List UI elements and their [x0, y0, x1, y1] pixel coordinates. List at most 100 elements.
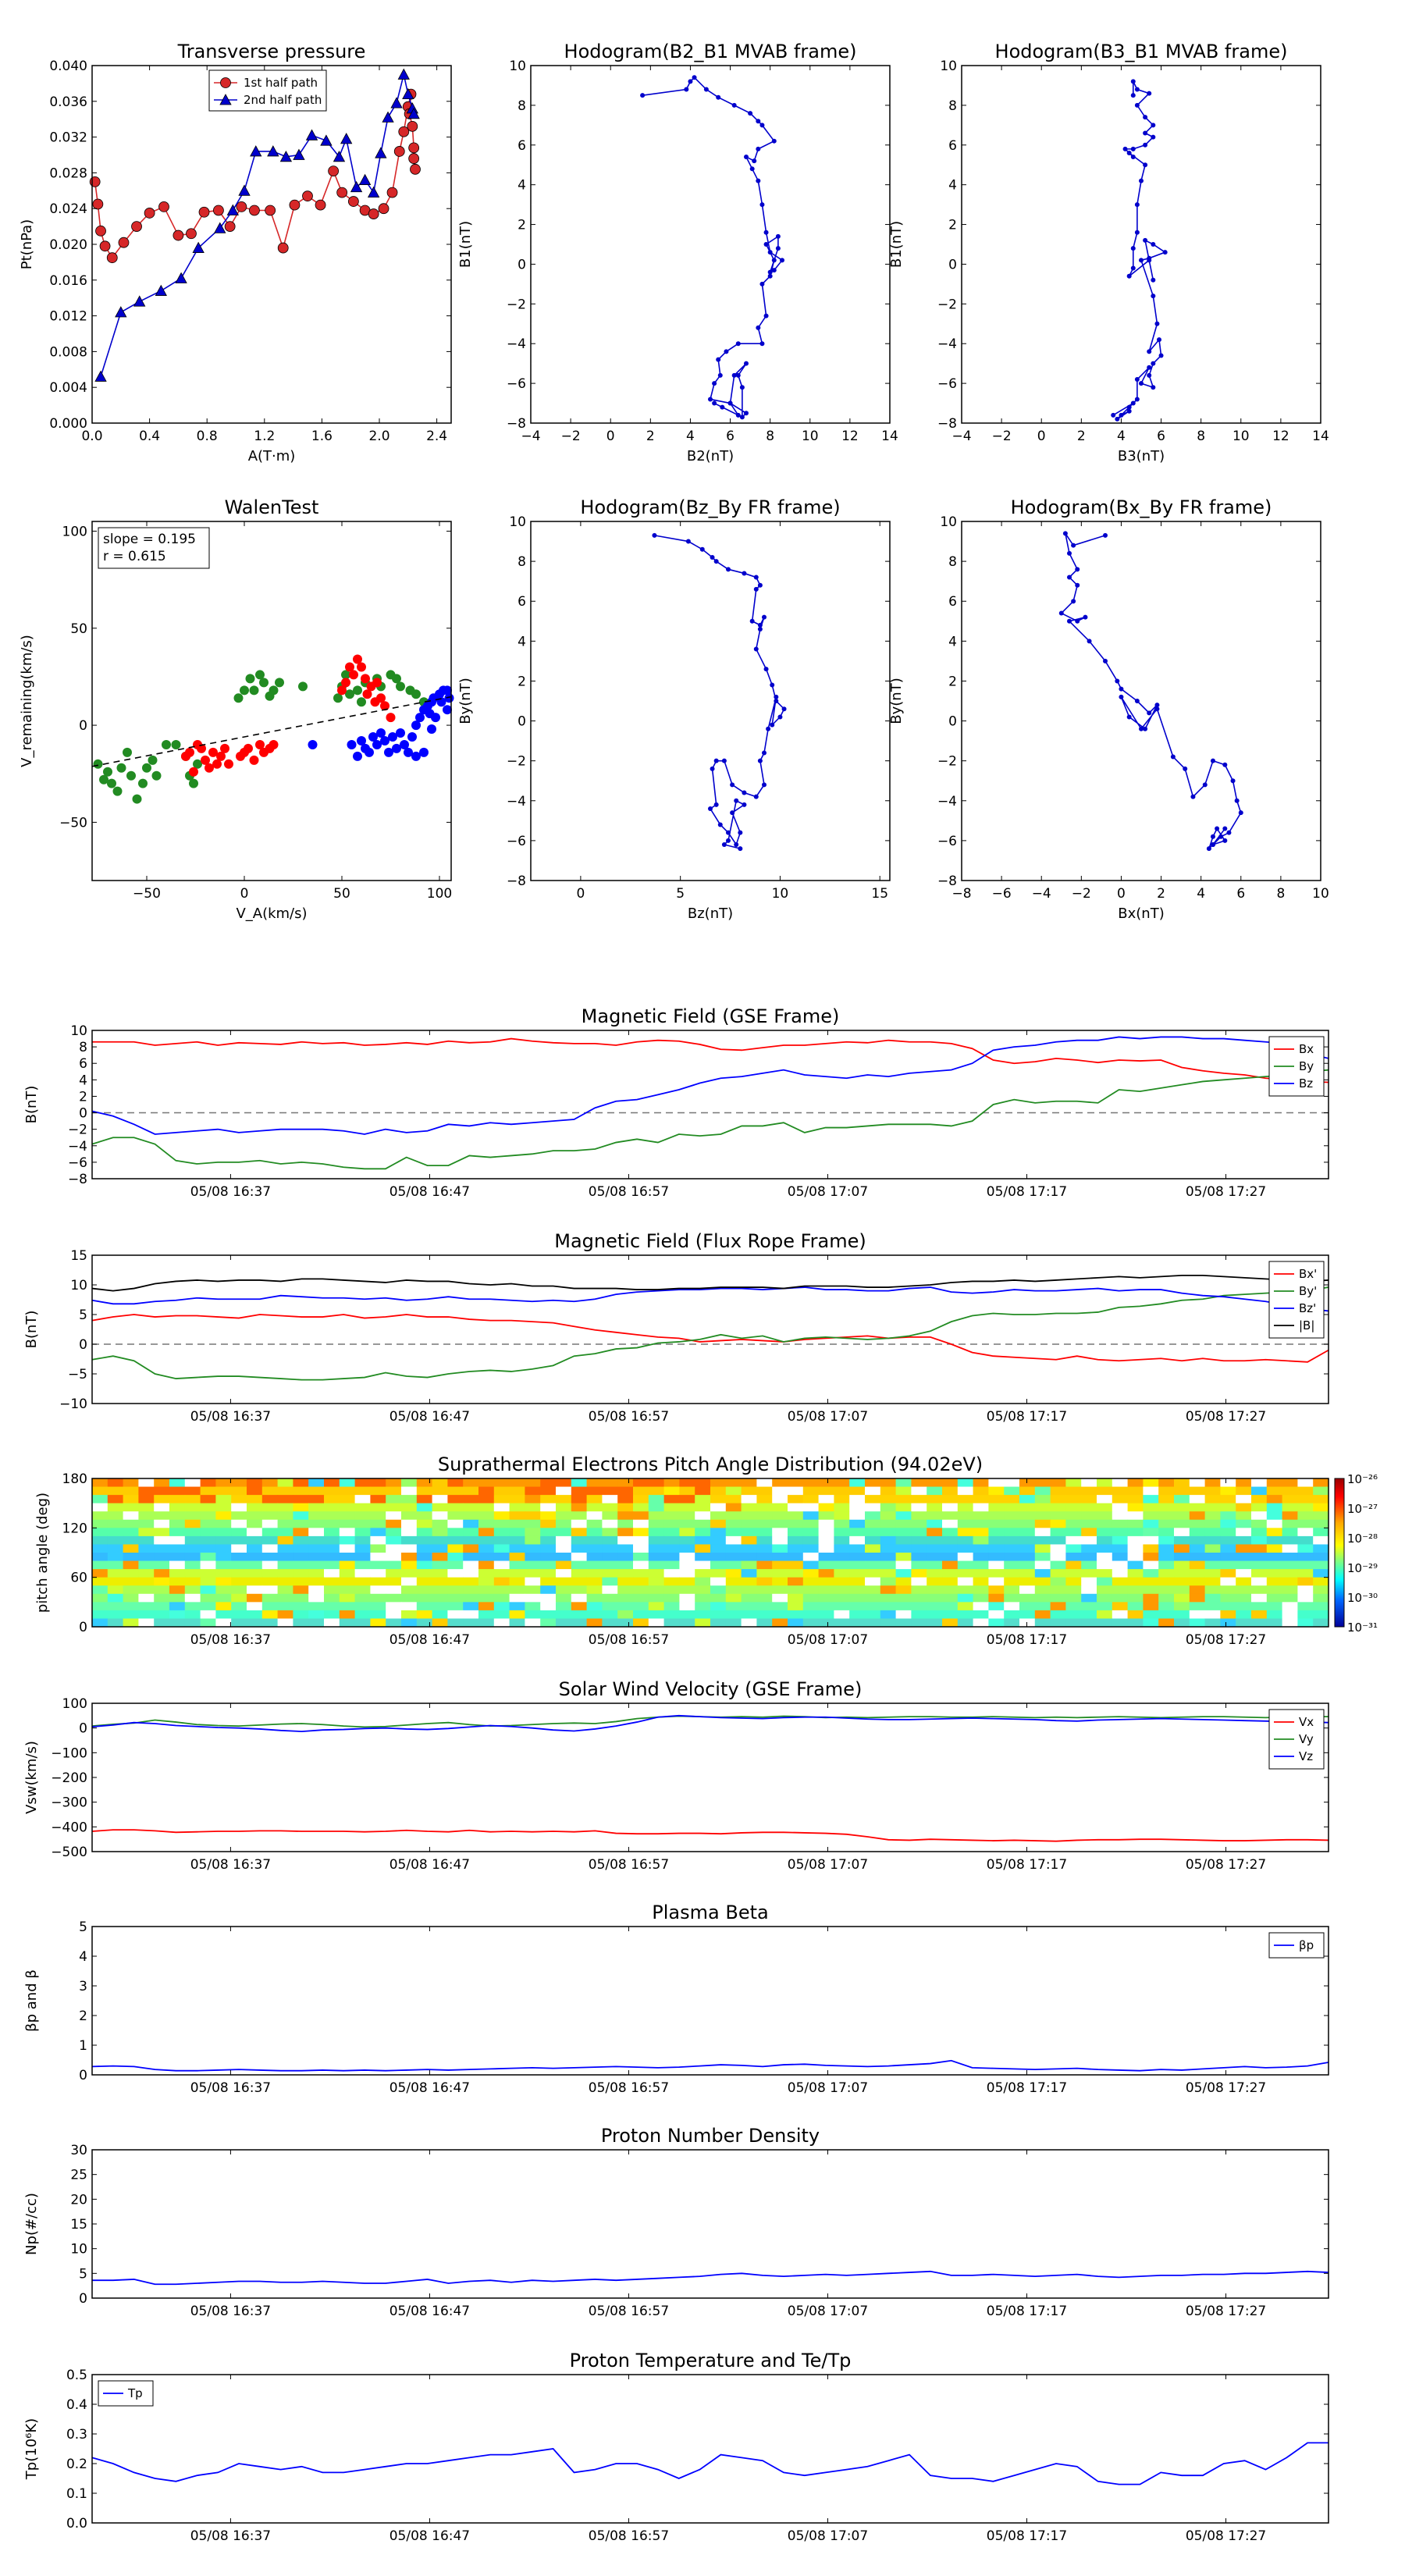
- heatmap-cell: [231, 1553, 247, 1562]
- axes-frame: [530, 65, 891, 424]
- heatmap-cell: [447, 1569, 464, 1578]
- heatmap-cell: [1050, 1519, 1066, 1528]
- y-tick-label: 15: [70, 2217, 87, 2233]
- y-tick-label: 10: [70, 2242, 87, 2258]
- heatmap-cell: [1189, 1486, 1206, 1496]
- y-tick-label: −4: [937, 794, 957, 809]
- heatmap-cell: [802, 1553, 820, 1562]
- data-point: [92, 198, 104, 210]
- data-point: [744, 155, 749, 160]
- heatmap-cell: [509, 1610, 525, 1619]
- heatmap-cell: [525, 1511, 541, 1521]
- series-2: [308, 685, 454, 761]
- data-point: [1071, 543, 1076, 548]
- heatmap-cell: [1143, 1528, 1159, 1537]
- heatmap-cell: [261, 1478, 279, 1488]
- heatmap-cell: [1065, 1478, 1082, 1488]
- chart-tp2: Proton Temperature and Te/Tp0.00.10.20.3…: [23, 2350, 1329, 2544]
- data-point: [1130, 246, 1136, 251]
- heatmap-cell: [1081, 1585, 1097, 1595]
- heatmap-cell: [1050, 1486, 1066, 1496]
- heatmap-cell: [942, 1495, 959, 1504]
- heatmap-cell: [1236, 1553, 1252, 1562]
- heatmap-cell: [478, 1503, 495, 1512]
- heatmap-cell: [1143, 1535, 1159, 1545]
- heatmap-cell: [1251, 1593, 1268, 1603]
- heatmap-cell: [834, 1602, 850, 1611]
- y-tick-label: 0: [79, 1106, 87, 1122]
- heatmap-cell: [447, 1535, 464, 1545]
- x-tick-label: 05/08 16:47: [389, 1409, 470, 1425]
- data-point: [236, 201, 247, 212]
- heatmap-cell: [1313, 1503, 1329, 1512]
- heatmap-cell: [447, 1486, 464, 1496]
- heatmap-cell: [911, 1577, 927, 1586]
- heatmap-cell: [107, 1593, 124, 1603]
- heatmap-cell: [1266, 1593, 1283, 1603]
- heatmap-cell: [788, 1478, 804, 1488]
- heatmap-cell: [169, 1618, 186, 1628]
- heatmap-cell: [617, 1519, 634, 1528]
- heatmap-cell: [277, 1544, 293, 1553]
- heatmap-cell: [1158, 1528, 1175, 1537]
- heatmap-cell: [308, 1593, 325, 1603]
- heatmap-cell: [1313, 1618, 1329, 1628]
- heatmap-cell: [756, 1535, 773, 1545]
- x-tick-label: 05/08 16:37: [190, 2080, 271, 2096]
- heatmap-cell: [1097, 1535, 1113, 1545]
- heatmap-cell: [1050, 1553, 1066, 1562]
- heatmap-cell: [509, 1535, 525, 1545]
- heatmap-cell: [540, 1610, 557, 1619]
- data-point: [692, 75, 697, 80]
- heatmap-cell: [339, 1495, 356, 1504]
- heatmap-cell: [123, 1618, 139, 1628]
- heatmap-cell: [1050, 1478, 1066, 1488]
- heatmap-cell: [1065, 1569, 1082, 1578]
- heatmap-cell: [695, 1511, 711, 1521]
- heatmap-cell: [416, 1602, 433, 1611]
- heatmap-cell: [617, 1535, 634, 1545]
- x-tick-label: 05/08 16:47: [389, 2528, 470, 2544]
- heatmap-cell: [277, 1528, 293, 1537]
- heatmap-cell: [1282, 1560, 1298, 1570]
- chart-title: Hodogram(B2_B1 MVAB frame): [564, 41, 857, 62]
- axes-frame: [91, 1703, 1329, 1852]
- data-point: [443, 685, 452, 696]
- heatmap-cell: [92, 1535, 108, 1545]
- heatmap-cell: [370, 1585, 386, 1595]
- y-tick-label: 2: [948, 674, 957, 689]
- heatmap-cell: [818, 1610, 834, 1619]
- y-tick-label: 2: [79, 2008, 87, 2024]
- heatmap-cell: [277, 1610, 293, 1619]
- heatmap-cell: [756, 1610, 773, 1619]
- heatmap-cell: [277, 1618, 293, 1628]
- heatmap-cell: [1236, 1602, 1252, 1611]
- heatmap-cell: [880, 1569, 897, 1578]
- heatmap-cell: [942, 1602, 959, 1611]
- heatmap-cell: [247, 1602, 263, 1611]
- heatmap-cell: [1112, 1511, 1129, 1521]
- heatmap-cell: [540, 1544, 557, 1553]
- data-point: [727, 400, 733, 406]
- heatmap-cell: [663, 1602, 680, 1611]
- heatmap-cell: [571, 1503, 588, 1512]
- heatmap-cell: [648, 1553, 665, 1562]
- data-point: [106, 252, 118, 264]
- heatmap-cell: [834, 1569, 850, 1578]
- heatmap-cell: [556, 1560, 572, 1570]
- data-point: [397, 68, 410, 80]
- heatmap-cell: [200, 1544, 216, 1553]
- heatmap-cell: [540, 1560, 557, 1570]
- heatmap-cell: [957, 1535, 974, 1545]
- heatmap-cell: [169, 1478, 186, 1488]
- heatmap-cell: [571, 1528, 588, 1537]
- heatmap-cell: [1220, 1585, 1236, 1595]
- heatmap-cell: [710, 1478, 727, 1488]
- heatmap-cell: [1204, 1486, 1221, 1496]
- data-point: [1134, 87, 1140, 92]
- heatmap-cell: [370, 1511, 386, 1521]
- heatmap-cell: [756, 1569, 773, 1578]
- heatmap-cell: [571, 1560, 588, 1570]
- heatmap-cell: [663, 1544, 680, 1553]
- heatmap-cell: [973, 1503, 989, 1512]
